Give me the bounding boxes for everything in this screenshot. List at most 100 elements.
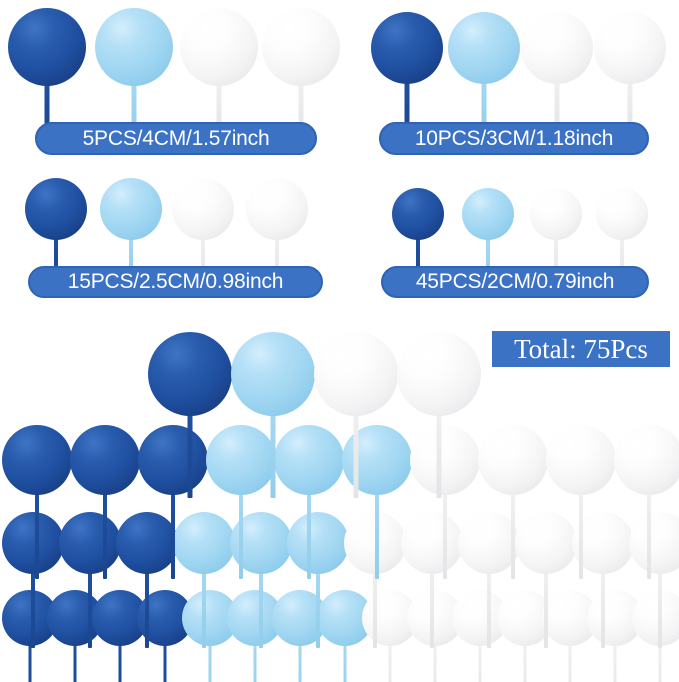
balloon-ball <box>314 332 398 416</box>
collage-balloon-3cm-4 <box>206 425 276 583</box>
balloon-ball <box>594 12 666 84</box>
balloon-stick <box>486 236 490 288</box>
balloon-stick <box>658 642 662 682</box>
collage-balloon-2-5cm-6 <box>287 512 349 652</box>
balloon-ball <box>392 188 444 240</box>
collage-balloon-3cm-5 <box>274 425 344 583</box>
balloon-stick <box>239 491 243 579</box>
balloon-stick <box>487 570 491 648</box>
swatch-balloon-2cm-2 <box>462 188 514 292</box>
balloon-stick <box>343 642 347 682</box>
collage-balloon-3cm-1 <box>2 425 72 583</box>
collage-balloon-3cm-10 <box>614 425 679 583</box>
balloon-stick <box>118 642 122 682</box>
collage-balloon-3cm-7 <box>410 425 480 583</box>
balloon-ball <box>371 12 443 84</box>
balloon-stick <box>388 642 392 682</box>
balloon-stick <box>568 642 572 682</box>
swatch-balloon-2.5cm-1 <box>25 178 87 292</box>
balloon-stick <box>433 642 437 682</box>
balloon-stick <box>88 570 92 648</box>
balloon-ball <box>100 178 162 240</box>
collage-balloon-4cm-4 <box>397 332 481 502</box>
balloon-stick <box>554 236 558 288</box>
balloon-ball <box>59 512 121 574</box>
balloon-ball <box>546 425 616 495</box>
balloon-stick <box>443 491 447 579</box>
size-label-2cm: 45PCS/2CM/0.79inch <box>381 266 649 298</box>
balloon-stick <box>523 642 527 682</box>
balloon-stick <box>275 236 279 288</box>
balloon-stick <box>478 642 482 682</box>
balloon-stick <box>298 82 304 140</box>
balloon-stick <box>375 491 379 579</box>
balloon-stick <box>373 570 377 648</box>
collage-balloon-4cm-1 <box>148 332 232 502</box>
collage-balloon-2-5cm-9 <box>458 512 520 652</box>
collage-balloon-2-5cm-1 <box>2 512 64 652</box>
collage-balloon-2-5cm-4 <box>173 512 235 652</box>
balloon-ball <box>530 188 582 240</box>
balloon-ball <box>173 512 235 574</box>
size-label-3cm: 10PCS/3CM/1.18inch <box>379 122 649 155</box>
swatch-balloon-2cm-4 <box>596 188 648 292</box>
swatch-balloon-4cm-4 <box>262 8 340 144</box>
swatch-balloon-4cm-2 <box>95 8 173 144</box>
balloon-ball <box>8 8 86 86</box>
collage-balloon-2-5cm-3 <box>116 512 178 652</box>
balloon-stick <box>103 491 107 579</box>
balloon-stick <box>554 80 560 138</box>
balloon-ball <box>246 178 308 240</box>
swatch-balloon-4cm-1 <box>8 8 86 144</box>
balloon-stick <box>416 236 420 288</box>
balloon-stick <box>145 570 149 648</box>
balloon-ball <box>462 188 514 240</box>
size-label-4cm: 5PCS/4CM/1.57inch <box>35 122 317 155</box>
balloon-ball <box>70 425 140 495</box>
balloon-stick <box>35 491 39 579</box>
balloon-ball <box>172 178 234 240</box>
collage-balloon-4cm-2 <box>231 332 315 502</box>
balloon-ball <box>515 512 577 574</box>
swatch-balloon-3cm-3 <box>521 12 593 142</box>
balloon-stick <box>544 570 548 648</box>
balloon-ball <box>262 8 340 86</box>
balloon-stick <box>627 80 633 138</box>
balloon-ball <box>401 512 463 574</box>
balloon-stick <box>208 642 212 682</box>
balloon-stick <box>259 570 263 648</box>
balloon-stick <box>129 236 133 288</box>
collage-balloon-3cm-3 <box>138 425 208 583</box>
balloon-stick <box>187 412 193 498</box>
balloon-ball <box>180 8 258 86</box>
swatch-balloon-2.5cm-4 <box>246 178 308 292</box>
total-count-banner: Total: 75Pcs <box>492 331 670 367</box>
balloon-ball <box>448 12 520 84</box>
balloon-stick <box>316 570 320 648</box>
balloon-stick <box>298 642 302 682</box>
balloon-ball <box>25 178 87 240</box>
balloon-stick <box>647 491 651 579</box>
collage-balloon-2-5cm-12 <box>629 512 679 652</box>
balloon-stick <box>658 570 662 648</box>
balloon-stick <box>430 570 434 648</box>
swatch-balloon-3cm-4 <box>594 12 666 142</box>
collage-balloon-2cm-15 <box>632 590 679 682</box>
balloon-ball <box>397 332 481 416</box>
balloon-ball <box>2 512 64 574</box>
balloon-stick <box>163 642 167 682</box>
balloon-stick <box>511 491 515 579</box>
balloon-stick <box>216 82 222 140</box>
balloon-stick <box>201 236 205 288</box>
size-label-2-5cm: 15PCS/2.5CM/0.98inch <box>28 266 323 298</box>
balloon-stick <box>44 82 50 140</box>
balloon-stick <box>436 412 442 498</box>
collage-balloon-3cm-9 <box>546 425 616 583</box>
balloon-ball <box>458 512 520 574</box>
swatch-balloon-2cm-3 <box>530 188 582 292</box>
balloon-stick <box>202 570 206 648</box>
balloon-ball <box>206 425 276 495</box>
balloon-stick <box>28 642 32 682</box>
balloon-ball <box>287 512 349 574</box>
